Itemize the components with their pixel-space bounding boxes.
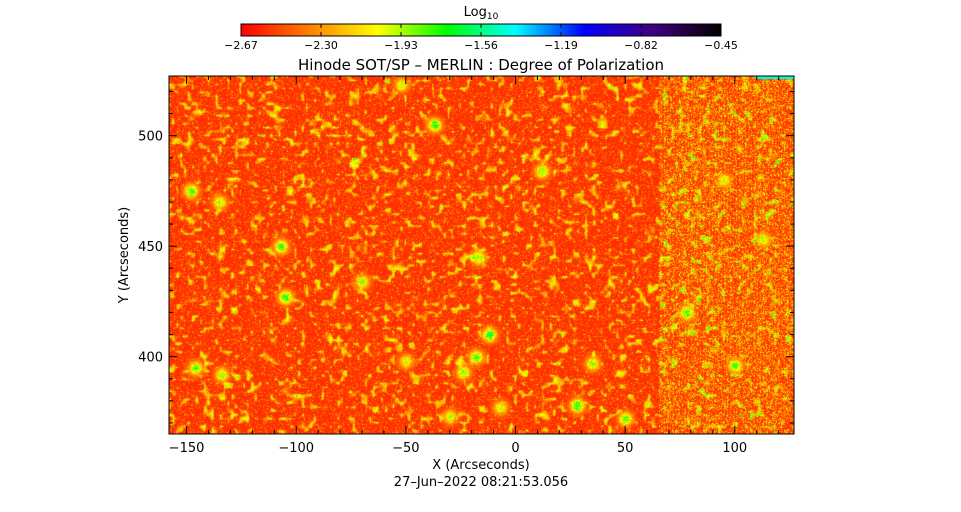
colorbar-tick-label: −1.56: [464, 39, 498, 52]
x-tick-label: 50: [617, 441, 634, 456]
x-tick-label: 100: [722, 441, 747, 456]
colorbar-ticks: −2.67 −2.30 −1.93 −1.56 −1.19 −0.82 −0.45: [224, 24, 738, 52]
plot-frame: [168, 75, 795, 435]
x-tick-label: −150: [169, 441, 205, 456]
x-tick-label: 0: [511, 441, 519, 456]
x-tick-label: −100: [278, 441, 314, 456]
colorbar-tick-label: −1.93: [384, 39, 418, 52]
x-tick-label: −50: [392, 441, 419, 456]
colorbar-label: Log10: [464, 5, 499, 22]
x-axis: −150 −100 −50 0 50 100: [169, 76, 780, 456]
x-axis-label: X (Arcseconds): [432, 458, 529, 473]
timestamp: 27–Jun–2022 08:21:53.056: [394, 475, 568, 490]
heatmap-raster: [169, 76, 794, 434]
colorbar-tick-label: −1.19: [544, 39, 578, 52]
colorbar-tick-label: −2.30: [304, 39, 338, 52]
y-axis: 400 450 500: [138, 90, 794, 424]
y-tick-label: 450: [138, 240, 163, 255]
y-axis-label: Y (Arcseconds): [117, 207, 132, 304]
chart-title: Hinode SOT/SP – MERLIN : Degree of Polar…: [298, 56, 664, 74]
y-tick-label: 400: [138, 351, 163, 366]
colorbar-tick-label: −0.82: [624, 39, 658, 52]
colorbar-tick-label: −2.67: [224, 39, 258, 52]
y-tick-label: 500: [138, 130, 163, 145]
colorbar-tick-label: −0.45: [704, 39, 738, 52]
heatmap-image: [169, 76, 794, 434]
